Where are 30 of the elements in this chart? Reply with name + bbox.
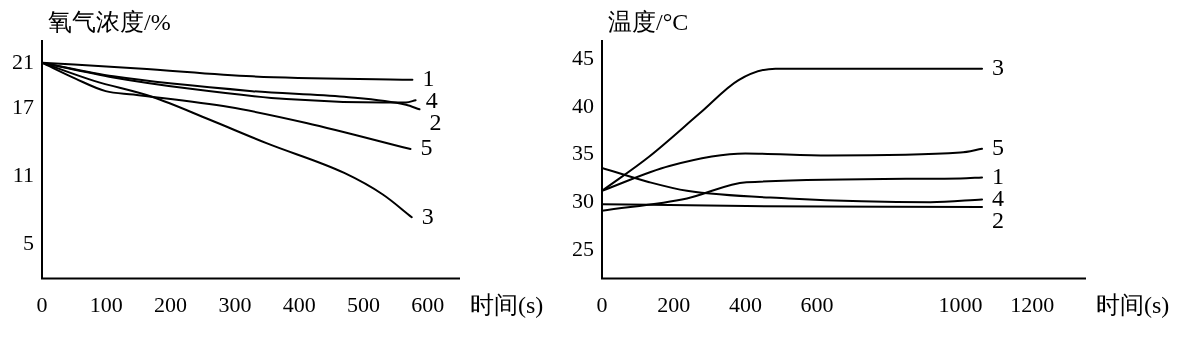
- x-tick-label: 400: [728, 291, 762, 317]
- x-axis-title: 时间(s): [1096, 291, 1170, 318]
- y-tick-label: 21: [12, 48, 34, 74]
- x-tick-label: 500: [347, 291, 381, 317]
- x-tick-label: 200: [657, 291, 691, 317]
- x-tick-label: 600: [800, 291, 834, 317]
- series-label: 3: [421, 202, 434, 229]
- y-tick-label: 17: [12, 93, 34, 119]
- x-tick-label: 300: [218, 291, 252, 317]
- x-axis-title: 时间(s): [470, 291, 544, 318]
- y-tick-label: 5: [23, 230, 34, 256]
- x-tick-label: 100: [89, 291, 123, 317]
- y-tick-label: 45: [572, 44, 594, 70]
- x-tick-label: 0: [596, 291, 608, 317]
- series-label: 5: [992, 134, 1005, 161]
- x-tick-label: 1000: [938, 291, 983, 317]
- y-tick-label: 25: [572, 235, 594, 261]
- series-label: 3: [992, 53, 1005, 80]
- y-tick-label: 11: [12, 162, 34, 188]
- x-tick-label: 600: [411, 291, 445, 317]
- x-tick-label: 0: [36, 291, 48, 317]
- y-tick-label: 30: [572, 188, 594, 214]
- y-tick-label: 40: [572, 92, 594, 118]
- x-tick-label: 200: [154, 291, 188, 317]
- x-tick-label: 400: [282, 291, 316, 317]
- y-axis-title: 氧气浓度/%: [48, 9, 171, 36]
- y-axis-title: 温度/°C: [608, 9, 689, 36]
- y-tick-label: 35: [572, 140, 594, 166]
- series-label: 5: [420, 134, 433, 161]
- x-tick-label: 1200: [1010, 291, 1055, 317]
